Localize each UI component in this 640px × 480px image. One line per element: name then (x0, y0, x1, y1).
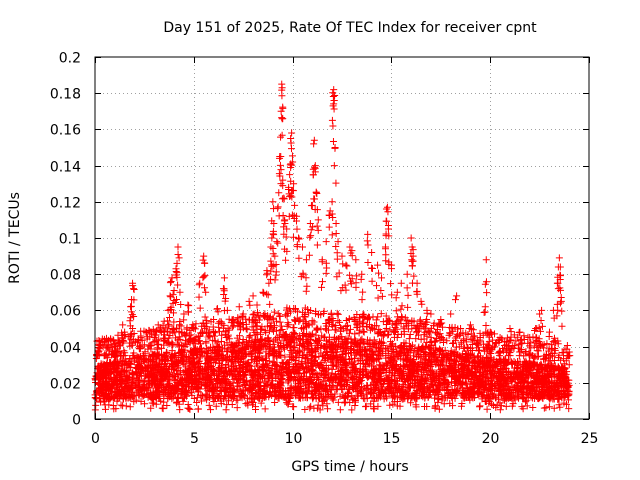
data-point (281, 311, 289, 319)
data-point (379, 380, 387, 388)
data-point (543, 340, 551, 348)
data-point (214, 338, 222, 346)
data-points (91, 80, 574, 414)
data-point (476, 402, 484, 410)
data-point (196, 353, 204, 361)
data-point (443, 337, 451, 345)
data-point (198, 352, 206, 360)
data-point (336, 406, 344, 414)
data-point (276, 318, 284, 326)
data-point (435, 405, 443, 413)
data-point (386, 326, 394, 334)
data-point (283, 312, 291, 320)
data-point (301, 406, 309, 414)
data-point (406, 331, 414, 338)
data-point (207, 406, 215, 414)
data-point (102, 343, 110, 351)
data-point (348, 406, 356, 414)
data-point (336, 392, 344, 400)
data-point (287, 308, 295, 316)
data-point (228, 401, 236, 409)
data-point (469, 394, 477, 402)
data-point (560, 355, 568, 363)
data-point (314, 401, 322, 409)
data-point (334, 310, 342, 318)
data-point (429, 322, 437, 330)
data-point (351, 330, 359, 338)
data-point (323, 382, 331, 390)
data-point (317, 349, 325, 357)
data-point (426, 327, 434, 335)
data-point (117, 401, 125, 409)
data-point (292, 375, 300, 383)
data-point (229, 323, 237, 331)
data-point (390, 385, 398, 393)
data-point (290, 343, 298, 351)
data-point (278, 325, 286, 333)
data-point (254, 362, 262, 370)
data-point (324, 405, 332, 413)
data-point (335, 318, 343, 326)
data-point (320, 309, 328, 317)
data-point (290, 403, 298, 411)
data-point (141, 400, 149, 408)
data-point (496, 406, 504, 414)
data-point (249, 392, 257, 400)
data-point (359, 310, 367, 318)
data-point (346, 325, 354, 333)
data-point (161, 335, 169, 343)
data-point (318, 359, 326, 367)
data-point (529, 404, 537, 412)
data-point (205, 401, 213, 409)
data-point (334, 398, 342, 406)
data-point (257, 399, 265, 407)
data-point (214, 376, 222, 384)
data-point (218, 331, 226, 339)
data-point (126, 403, 134, 411)
data-point (475, 403, 483, 411)
data-point (497, 402, 505, 410)
data-point (222, 360, 230, 368)
data-point (147, 404, 155, 412)
data-point (169, 341, 177, 349)
data-point (449, 340, 457, 348)
data-point (192, 320, 200, 328)
data-point (384, 317, 392, 325)
data-point (269, 314, 277, 322)
data-point (370, 405, 378, 413)
data-point (144, 378, 152, 386)
data-point (243, 359, 251, 367)
data-point (206, 333, 214, 341)
data-point (242, 400, 250, 408)
data-point (392, 342, 400, 350)
data-point (523, 402, 531, 410)
data-point (168, 350, 176, 358)
data-point (242, 320, 250, 328)
data-point (534, 352, 542, 360)
data-point (222, 406, 230, 414)
data-point (533, 347, 541, 355)
data-point (370, 336, 378, 344)
data-point (193, 394, 201, 402)
data-point (469, 326, 477, 334)
data-point (467, 376, 475, 384)
data-point (379, 318, 387, 326)
data-point (527, 338, 535, 346)
data-point (261, 405, 269, 413)
data-point (178, 328, 186, 336)
data-point (331, 326, 339, 334)
data-point (119, 402, 127, 410)
data-point (423, 402, 431, 410)
data-point (177, 322, 185, 330)
data-point (351, 351, 359, 359)
data-point (550, 404, 558, 412)
data-point (259, 355, 267, 363)
data-point (468, 341, 476, 349)
data-point (542, 404, 550, 412)
data-point (333, 309, 341, 317)
data-point (276, 326, 284, 334)
data-point (474, 353, 482, 361)
